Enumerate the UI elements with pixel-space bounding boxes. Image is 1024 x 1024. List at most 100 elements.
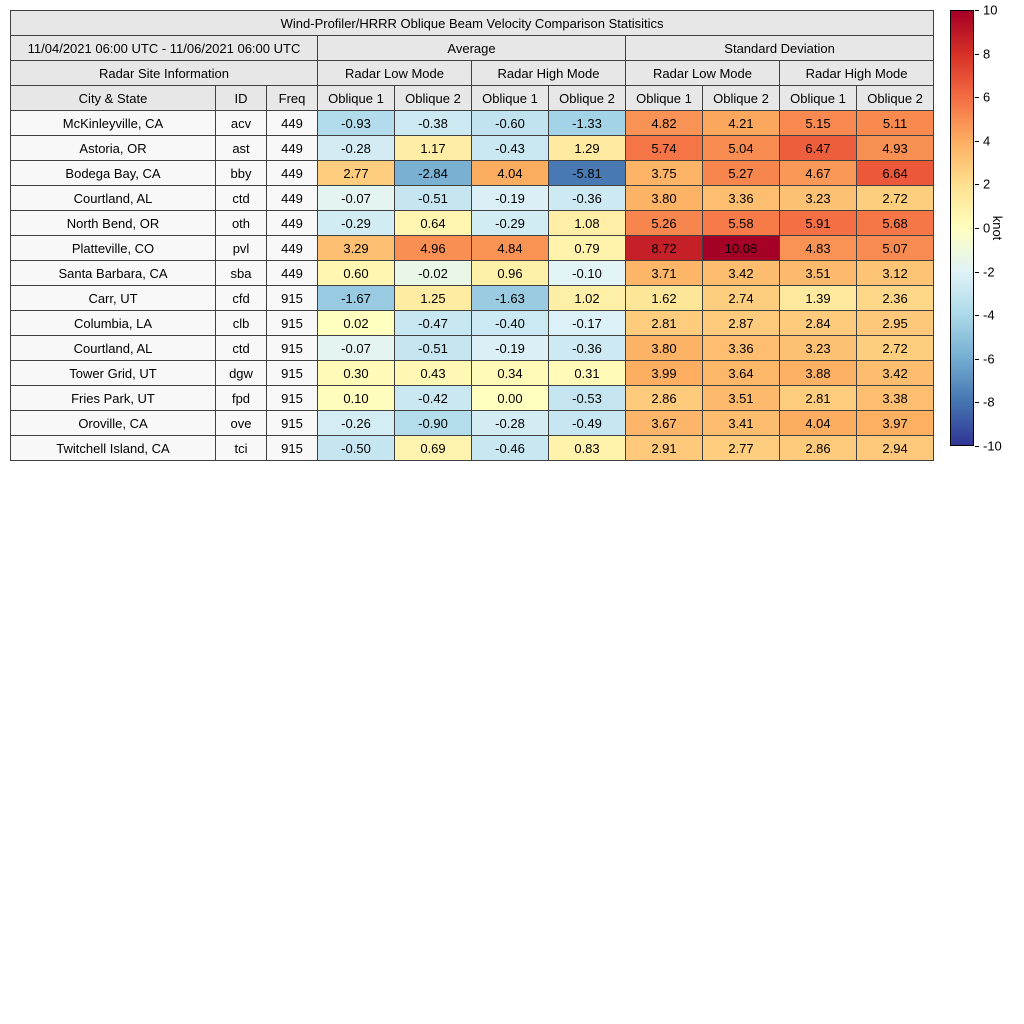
site-id-cell: cfd <box>215 285 267 311</box>
city-cell: Courtland, AL <box>10 185 216 211</box>
mode-header-std-low: Radar Low Mode <box>625 60 780 86</box>
value-cell: 0.43 <box>394 360 472 386</box>
value-cell: 1.29 <box>548 135 626 161</box>
value-cell: -0.42 <box>394 385 472 411</box>
value-cell: 10.08 <box>702 235 780 261</box>
value-cell: 2.95 <box>855 310 935 336</box>
value-cell: -0.19 <box>471 185 549 211</box>
colorbar-tick-mark <box>975 271 979 273</box>
colorbar-tick-label: 6 <box>983 89 991 105</box>
value-cell: 3.71 <box>625 260 703 286</box>
value-cell: 2.84 <box>779 310 857 336</box>
value-cell: 5.15 <box>779 110 857 136</box>
colorbar-gradient <box>950 10 974 446</box>
mode-header-row: Radar Site Information Radar Low Mode Ra… <box>10 60 935 86</box>
value-cell: 3.23 <box>779 335 857 361</box>
colorbar-ticks: 10 8 6 4 2 0 -2 -4 -6 -8 -10 <box>974 3 1014 454</box>
colorbar-tick-label: 10 <box>983 2 998 18</box>
table-title: Wind-Profiler/HRRR Oblique Beam Velocity… <box>9 10 935 36</box>
value-cell: 5.26 <box>625 210 703 236</box>
value-cell: 1.08 <box>548 210 626 236</box>
value-cell: 4.82 <box>625 110 703 136</box>
value-cell: 3.67 <box>625 410 703 436</box>
value-cell: 6.47 <box>779 135 857 161</box>
value-cell: 5.74 <box>625 135 703 161</box>
column-header-oblique: Oblique 2 <box>394 85 472 111</box>
freq-cell: 915 <box>266 335 318 361</box>
value-cell: -2.84 <box>394 160 472 186</box>
city-cell: Fries Park, UT <box>10 385 216 411</box>
column-header-oblique: Oblique 1 <box>317 85 395 111</box>
title-row: Wind-Profiler/HRRR Oblique Beam Velocity… <box>9 10 935 36</box>
value-cell: 8.72 <box>625 235 703 261</box>
value-cell: -0.53 <box>548 385 626 411</box>
value-cell: 4.04 <box>471 160 549 186</box>
value-cell: 5.68 <box>855 210 935 236</box>
value-cell: -0.60 <box>471 110 549 136</box>
city-cell: Astoria, OR <box>10 135 216 161</box>
colorbar-tick-label: -2 <box>983 264 995 280</box>
column-header-oblique: Oblique 2 <box>548 85 626 111</box>
site-id-cell: tci <box>215 435 267 461</box>
value-cell: 3.64 <box>702 360 780 386</box>
table-row: Oroville, CA ove 915 -0.26 -0.90 -0.28 -0.49 3.… <box>10 410 935 436</box>
value-cell: 3.80 <box>625 335 703 361</box>
value-cell: 3.97 <box>855 410 935 436</box>
value-cell: 5.91 <box>779 210 857 236</box>
colorbar-tick-label: -10 <box>983 438 1002 454</box>
table-row: Fries Park, UT fpd 915 0.10 -0.42 0.00 -0.53 2.… <box>10 385 935 411</box>
colorbar-tick-mark <box>975 97 979 99</box>
value-cell: -0.47 <box>394 310 472 336</box>
group-header-standard-deviation: Standard Deviation <box>624 35 935 61</box>
freq-cell: 915 <box>266 435 318 461</box>
city-cell: Carr, UT <box>10 285 216 311</box>
site-id-cell: clb <box>215 310 267 336</box>
value-cell: 0.02 <box>317 310 395 336</box>
site-id-cell: ctd <box>215 185 267 211</box>
value-cell: 0.83 <box>548 435 626 461</box>
colorbar-tick-label: 8 <box>983 46 991 62</box>
colorbar-tick-label: 0 <box>983 220 991 236</box>
value-cell: 2.94 <box>855 435 935 461</box>
column-header-oblique: Oblique 2 <box>702 85 780 111</box>
table-row: Bodega Bay, CA bby 449 2.77 -2.84 4.04 -5.81 3.… <box>10 160 935 186</box>
column-header-id: ID <box>215 85 267 111</box>
table-row: Carr, UT cfd 915 -1.67 1.25 -1.63 1.02 1.62 2.74… <box>10 285 935 311</box>
freq-cell: 915 <box>266 310 318 336</box>
value-cell: 2.36 <box>855 285 935 311</box>
column-header-city-state: City & State <box>10 85 216 111</box>
value-cell: -0.29 <box>471 210 549 236</box>
value-cell: -0.38 <box>394 110 472 136</box>
site-id-cell: acv <box>215 110 267 136</box>
value-cell: 4.04 <box>779 410 857 436</box>
value-cell: -0.49 <box>548 410 626 436</box>
value-cell: -0.07 <box>317 185 395 211</box>
site-id-cell: oth <box>215 210 267 236</box>
city-cell: Bodega Bay, CA <box>10 160 216 186</box>
colorbar-tick-mark <box>975 184 979 186</box>
site-id-cell: ove <box>215 410 267 436</box>
colorbar-tick-mark <box>975 446 979 447</box>
value-cell: -0.43 <box>471 135 549 161</box>
value-cell: -0.26 <box>317 410 395 436</box>
value-cell: -0.36 <box>548 335 626 361</box>
site-id-cell: ast <box>215 135 267 161</box>
value-cell: 2.86 <box>779 435 857 461</box>
value-cell: 4.83 <box>779 235 857 261</box>
freq-cell: 449 <box>266 210 318 236</box>
city-cell: Courtland, AL <box>10 335 216 361</box>
value-cell: -0.51 <box>394 335 472 361</box>
value-cell: 2.74 <box>702 285 780 311</box>
colorbar-tick-mark <box>975 140 979 142</box>
value-cell: 2.77 <box>702 435 780 461</box>
freq-cell: 449 <box>266 135 318 161</box>
group-header-average: Average <box>317 35 626 61</box>
colorbar-tick-label: -4 <box>983 307 995 323</box>
value-cell: 3.41 <box>702 410 780 436</box>
colorbar-tick-label: 2 <box>983 176 991 192</box>
value-cell: -0.10 <box>548 260 626 286</box>
value-cell: -0.29 <box>317 210 395 236</box>
value-cell: 2.72 <box>855 185 935 211</box>
freq-cell: 449 <box>266 160 318 186</box>
value-cell: 3.51 <box>779 260 857 286</box>
